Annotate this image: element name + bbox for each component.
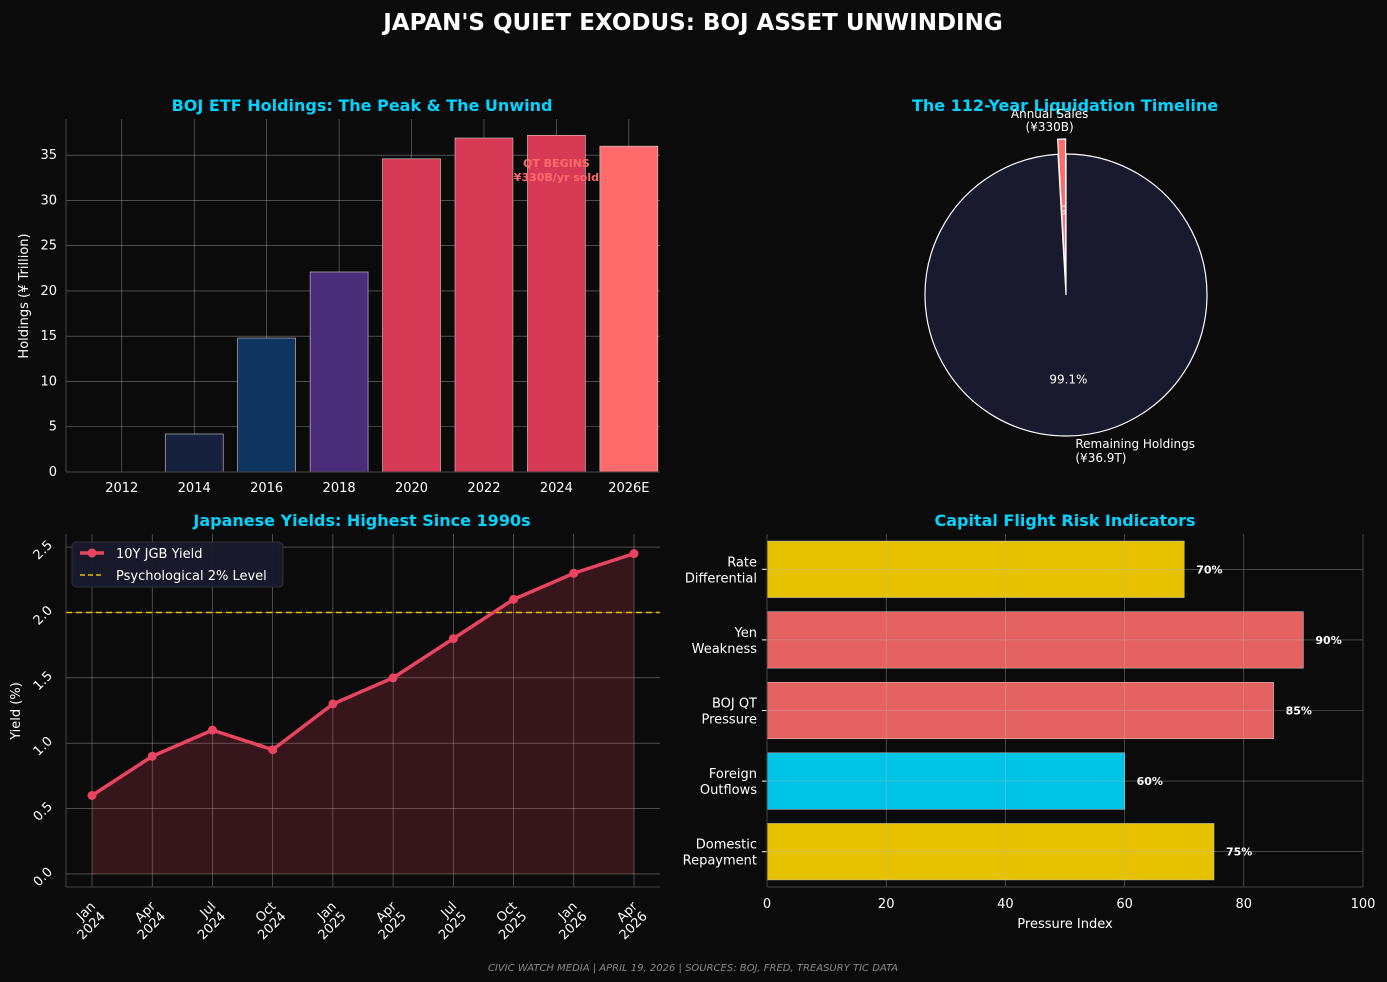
jgb-yield-point bbox=[328, 699, 338, 709]
etf-x-tick-label: 2022 bbox=[467, 481, 500, 496]
legend-swatch-yield-marker bbox=[87, 548, 97, 558]
pressure-value-label: 85% bbox=[1286, 705, 1312, 718]
pressure-x-tick-label: 80 bbox=[1236, 897, 1253, 912]
pie-slice-remaining-holdings bbox=[924, 153, 1208, 437]
etf-y-tick-label: 5 bbox=[49, 420, 57, 435]
pressure-y-tick-label: Domestic Repayment bbox=[683, 838, 757, 869]
etf-bar bbox=[309, 271, 369, 473]
jgb-yield-point bbox=[268, 745, 278, 755]
etf-y-tick-label: 35 bbox=[40, 148, 57, 163]
capital-flight-chart: Capital Flight Risk Indicators Pressure … bbox=[683, 511, 1376, 932]
jgb-yield-point bbox=[87, 790, 97, 800]
yield-y-axis-label: Yield (%) bbox=[9, 682, 24, 741]
etf-bar bbox=[382, 158, 441, 473]
pressure-x-axis-label: Pressure Index bbox=[1017, 917, 1113, 932]
jgb-yield-point bbox=[448, 634, 458, 644]
etf-y-tick-label: 0 bbox=[49, 465, 57, 480]
jgb-yield-point bbox=[629, 549, 639, 559]
etf-x-tick-label: 2014 bbox=[178, 481, 211, 496]
etf-bar bbox=[599, 145, 659, 473]
jgb-yield-point bbox=[569, 568, 579, 578]
etf-y-tick-label: 25 bbox=[40, 239, 57, 254]
pie-pct-label: 99.1% bbox=[1049, 373, 1087, 387]
etf-bar bbox=[454, 137, 514, 473]
etf-bar bbox=[527, 134, 586, 473]
footer-credits: CIVIC WATCH MEDIA | APRIL 19, 2026 | SOU… bbox=[488, 963, 898, 974]
etf-y-tick-label: 15 bbox=[40, 329, 57, 344]
legend-box bbox=[71, 541, 284, 588]
pressure-x-tick-label: 40 bbox=[997, 897, 1014, 912]
etf-x-tick-label: 2024 bbox=[540, 481, 573, 496]
etf-x-tick-label: 2016 bbox=[250, 481, 283, 496]
pressure-y-tick-label: Foreign Outflows bbox=[700, 767, 757, 798]
etf-x-tick-label: 2012 bbox=[105, 481, 138, 496]
pressure-value-label: 90% bbox=[1315, 634, 1341, 647]
etf-y-tick-label: 20 bbox=[40, 284, 57, 299]
pressure-y-tick-label: BOJ QT Pressure bbox=[701, 697, 757, 728]
etf-holdings-chart: BOJ ETF Holdings: The Peak & The Unwind … bbox=[17, 96, 660, 496]
legend-label-yield: 10Y JGB Yield bbox=[116, 547, 203, 562]
etf-x-tick-label: 2018 bbox=[323, 481, 356, 496]
pressure-value-label: 60% bbox=[1137, 775, 1163, 788]
etf-x-tick-label: 2026E bbox=[608, 481, 649, 496]
yield-chart-title: Japanese Yields: Highest Since 1990s bbox=[192, 511, 530, 530]
yield-area-fill bbox=[92, 553, 634, 874]
pressure-x-tick-label: 60 bbox=[1116, 897, 1133, 912]
capital-flight-title: Capital Flight Risk Indicators bbox=[934, 511, 1195, 530]
jgb-yield-point bbox=[388, 673, 398, 683]
qt-annotation-line2: ¥330B/yr sold bbox=[514, 171, 599, 184]
pressure-value-label: 70% bbox=[1196, 563, 1222, 576]
pressure-x-tick-label: 0 bbox=[763, 897, 771, 912]
jgb-yield-point bbox=[509, 594, 519, 604]
etf-x-tick-label: 2020 bbox=[395, 481, 428, 496]
etf-y-tick-label: 30 bbox=[40, 193, 57, 208]
pressure-y-tick-label: Rate Differential bbox=[685, 555, 757, 586]
pressure-y-tick-label: Yen Weakness bbox=[692, 626, 758, 657]
jgb-yield-point bbox=[207, 725, 217, 735]
etf-bar bbox=[237, 337, 296, 473]
etf-chart-title: BOJ ETF Holdings: The Peak & The Unwind bbox=[172, 96, 553, 115]
pressure-x-tick-label: 100 bbox=[1351, 897, 1376, 912]
pie-chart-title: The 112-Year Liquidation Timeline bbox=[912, 96, 1218, 115]
legend-label-reference: Psychological 2% Level bbox=[116, 569, 267, 584]
jgb-yield-line bbox=[91, 551, 635, 797]
pie-outer-label: Annual Sales (¥330B) bbox=[1011, 107, 1088, 134]
etf-y-axis-label: Holdings (¥ Trillion) bbox=[17, 233, 32, 358]
pie-outer-label: Remaining Holdings (¥36.9T) bbox=[1075, 437, 1195, 465]
qt-annotation-line1: QT BEGINS bbox=[523, 157, 590, 170]
pressure-x-tick-label: 20 bbox=[878, 897, 895, 912]
yield-legend: 10Y JGB Yield Psychological 2% Level bbox=[71, 541, 284, 588]
pressure-value-label: 75% bbox=[1226, 846, 1252, 859]
figure-title: JAPAN'S QUIET EXODUS: BOJ ASSET UNWINDIN… bbox=[381, 10, 1003, 36]
etf-y-tick-label: 10 bbox=[40, 374, 57, 389]
jgb-yield-point bbox=[147, 751, 157, 761]
etf-bar bbox=[164, 433, 224, 473]
liquidation-pie-chart: The 112-Year Liquidation Timeline 0.9%An… bbox=[912, 96, 1218, 465]
